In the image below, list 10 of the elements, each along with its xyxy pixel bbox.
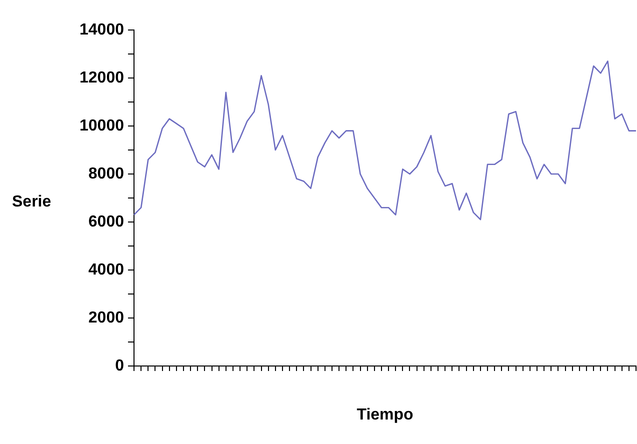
y-tick-label: 2000 xyxy=(88,309,124,326)
y-tick-label: 14000 xyxy=(80,21,124,38)
y-tick-label: 8000 xyxy=(88,165,124,182)
x-axis-title: Tiempo xyxy=(356,406,414,424)
y-tick-label: 4000 xyxy=(88,261,124,278)
y-tick-label: 10000 xyxy=(80,117,124,134)
y-axis-title: Serie xyxy=(12,193,52,210)
y-tick-label: 12000 xyxy=(80,69,124,86)
y-tick-label: 0 xyxy=(115,357,124,374)
y-tick-label: 6000 xyxy=(88,213,124,230)
